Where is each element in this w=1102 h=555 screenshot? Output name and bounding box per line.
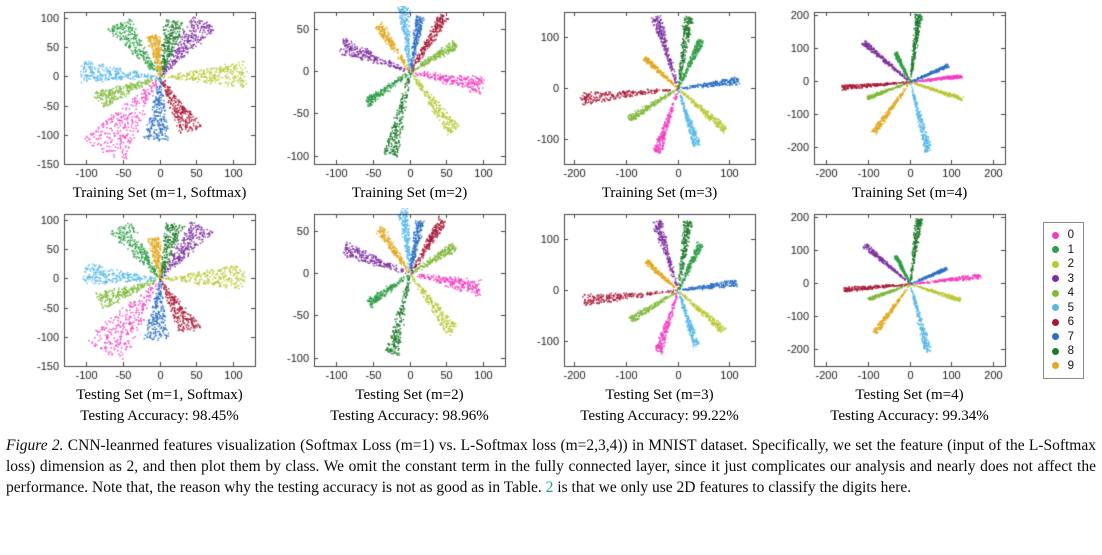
figure-2: Training Set (m=1, Softmax) Training Set… [20, 6, 1102, 425]
legend-label: 0 [1067, 229, 1074, 241]
legend-swatch-icon [1051, 260, 1059, 268]
plot-title: Testing Set (m=1, Softmax) [76, 387, 243, 403]
testing-accuracy: Testing Accuracy: 99.22% [580, 408, 739, 424]
plot-title: Testing Set (m=4) [855, 387, 964, 403]
table-ref-link[interactable]: 2 [545, 479, 554, 497]
plot-training-m1: Training Set (m=1, Softmax) [20, 6, 260, 202]
scatter-plot-testing-m4 [770, 208, 1010, 386]
scatter-plot-testing-m2 [270, 208, 510, 386]
plot-testing-m3: Testing Set (m=3) Testing Accuracy: 99.2… [520, 208, 760, 425]
testing-row: Testing Set (m=1, Softmax) Testing Accur… [20, 208, 1102, 425]
legend-label: 5 [1067, 301, 1074, 314]
plot-title: Testing Set (m=3) [605, 387, 714, 403]
plot-title: Training Set (m=3) [601, 185, 718, 201]
scatter-plot-training-m1 [20, 6, 260, 184]
plot-training-m2: Training Set (m=2) [270, 6, 510, 202]
legend-swatch-icon [1051, 318, 1059, 326]
legend-item: 0 [1051, 229, 1074, 241]
legend-item: 4 [1051, 287, 1074, 299]
plot-testing-m4: Testing Set (m=4) Testing Accuracy: 99.3… [770, 208, 1010, 425]
legend: 0 1 2 3 4 5 6 7 8 9 [1042, 222, 1084, 379]
legend-item: 3 [1051, 272, 1074, 285]
legend-item: 7 [1051, 330, 1074, 343]
training-row: Training Set (m=1, Softmax) Training Set… [20, 6, 1102, 202]
legend-item: 6 [1051, 316, 1074, 328]
legend-label: 6 [1067, 316, 1074, 328]
legend-swatch-icon [1051, 362, 1059, 369]
plot-training-m4: Training Set (m=4) [770, 6, 1010, 202]
plot-testing-m2: Testing Set (m=2) Testing Accuracy: 98.9… [270, 208, 510, 425]
legend-label: 4 [1067, 287, 1074, 299]
figure-caption: Figure 2. CNN-leanrned features visualiz… [6, 435, 1096, 499]
legend-swatch-icon [1051, 289, 1059, 297]
testing-accuracy: Testing Accuracy: 98.96% [330, 408, 489, 424]
testing-accuracy: Testing Accuracy: 99.34% [830, 408, 989, 424]
testing-accuracy: Testing Accuracy: 98.45% [80, 408, 239, 424]
scatter-plot-training-m3 [520, 6, 760, 184]
legend-item: 9 [1051, 359, 1074, 372]
legend-swatch-icon [1051, 304, 1059, 311]
legend-swatch-icon [1051, 333, 1059, 340]
legend-item: 5 [1051, 301, 1074, 314]
legend-swatch-icon [1051, 275, 1059, 282]
scatter-plot-training-m4 [770, 6, 1010, 184]
plot-testing-m1: Testing Set (m=1, Softmax) Testing Accur… [20, 208, 260, 425]
figure-label: Figure 2. [6, 437, 64, 454]
legend-label: 1 [1067, 243, 1074, 256]
legend-label: 8 [1067, 345, 1074, 357]
scatter-plot-testing-m1 [20, 208, 260, 386]
caption-text-after-ref: is that we only use 2D features to class… [553, 479, 912, 497]
legend-swatch-icon [1051, 231, 1059, 239]
legend-label: 9 [1067, 359, 1074, 372]
scatter-plot-training-m2 [270, 6, 510, 184]
legend-item: 8 [1051, 345, 1074, 357]
legend-label: 3 [1067, 272, 1074, 285]
plot-title: Training Set (m=4) [851, 185, 968, 201]
legend-swatch-icon [1051, 246, 1059, 253]
legend-item: 1 [1051, 243, 1074, 256]
plot-title: Training Set (m=1, Softmax) [72, 185, 247, 201]
scatter-plot-testing-m3 [520, 208, 760, 386]
plot-training-m3: Training Set (m=3) [520, 6, 760, 202]
plot-title: Testing Set (m=2) [355, 387, 464, 403]
plot-title: Training Set (m=2) [351, 185, 468, 201]
legend-label: 7 [1067, 330, 1074, 343]
caption-text-before-ref: CNN-leanrned features visualization (Sof… [6, 437, 1096, 497]
legend-label: 2 [1067, 258, 1074, 270]
legend-swatch-icon [1051, 347, 1059, 355]
legend-item: 2 [1051, 258, 1074, 270]
